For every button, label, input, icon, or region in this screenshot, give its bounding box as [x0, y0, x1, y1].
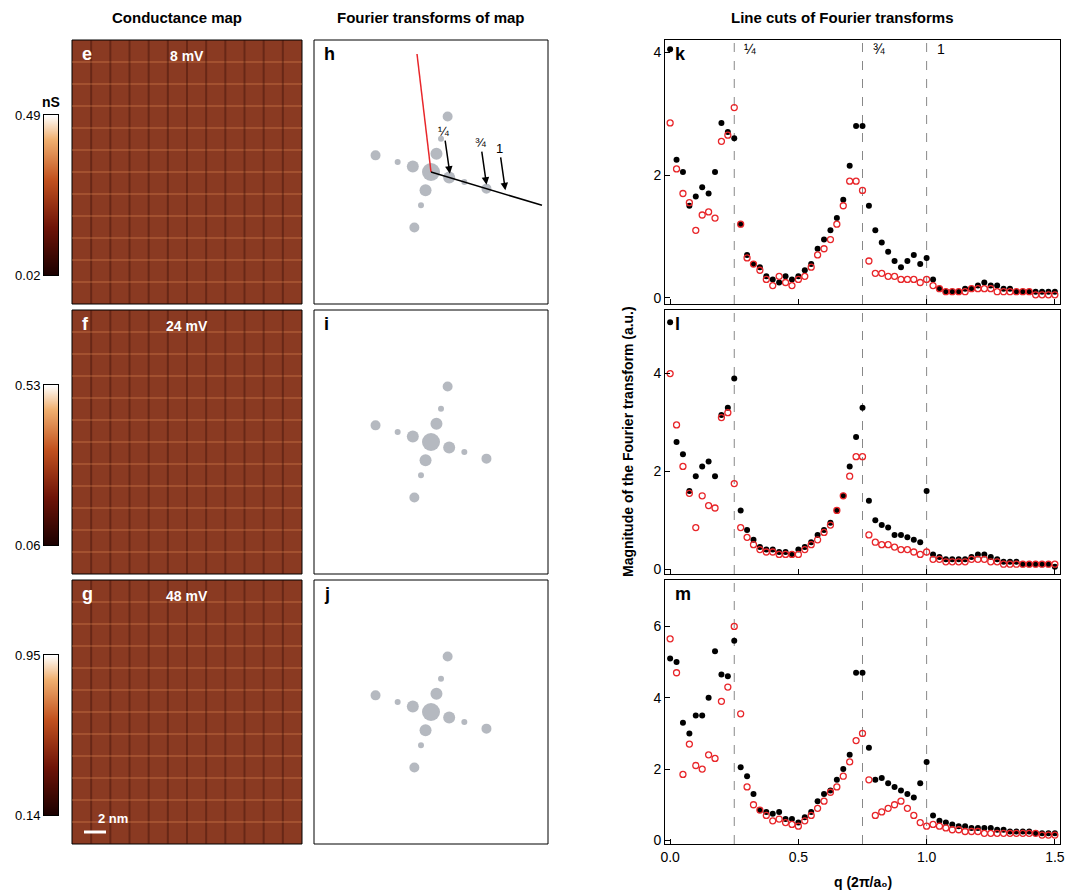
- svg-text:6: 6: [653, 618, 661, 634]
- svg-text:nS: nS: [42, 94, 60, 110]
- svg-text:e: e: [82, 44, 92, 64]
- svg-text:0: 0: [653, 832, 661, 848]
- svg-text:¾: ¾: [873, 41, 885, 57]
- svg-text:0.5: 0.5: [789, 849, 809, 865]
- svg-text:g: g: [82, 584, 93, 604]
- svg-text:0.49: 0.49: [15, 108, 40, 123]
- svg-text:4: 4: [653, 44, 661, 60]
- svg-text:0.53: 0.53: [15, 378, 40, 393]
- svg-text:1.5: 1.5: [1045, 849, 1065, 865]
- svg-text:0.02: 0.02: [15, 268, 40, 283]
- svg-text:j: j: [324, 584, 330, 604]
- svg-text:Fourier transforms of map: Fourier transforms of map: [337, 9, 525, 26]
- svg-text:Magnitude of the Fourier trans: Magnitude of the Fourier transform (a.u.…: [620, 306, 636, 577]
- svg-text:f: f: [82, 314, 89, 334]
- svg-text:48 mV: 48 mV: [166, 588, 208, 604]
- svg-text:0: 0: [653, 290, 661, 306]
- svg-text:1.0: 1.0: [917, 849, 937, 865]
- svg-text:24 mV: 24 mV: [166, 318, 208, 334]
- svg-text:1: 1: [496, 141, 503, 156]
- svg-text:0.0: 0.0: [660, 849, 680, 865]
- svg-text:2: 2: [653, 761, 661, 777]
- svg-text:¼: ¼: [744, 41, 756, 57]
- svg-text:q (2π/a₀): q (2π/a₀): [834, 874, 892, 890]
- svg-text:8 mV: 8 mV: [170, 48, 204, 64]
- svg-text:h: h: [324, 44, 335, 64]
- svg-text:2 nm: 2 nm: [98, 811, 128, 826]
- svg-text:¾: ¾: [475, 135, 486, 150]
- svg-text:k: k: [675, 44, 686, 64]
- svg-text:0.95: 0.95: [15, 648, 40, 663]
- svg-text:1: 1: [937, 41, 945, 57]
- svg-text:4: 4: [653, 690, 661, 706]
- svg-text:i: i: [324, 314, 329, 334]
- svg-text:4: 4: [653, 365, 661, 381]
- svg-text:0.14: 0.14: [15, 808, 40, 823]
- svg-text:Line cuts of Fourier transform: Line cuts of Fourier transforms: [731, 9, 954, 26]
- svg-text:m: m: [675, 584, 691, 604]
- svg-text:Conductance map: Conductance map: [112, 9, 242, 26]
- svg-text:2: 2: [653, 167, 661, 183]
- svg-text:0.06: 0.06: [15, 538, 40, 553]
- svg-text:l: l: [675, 314, 680, 334]
- svg-text:¼: ¼: [438, 124, 449, 139]
- svg-text:0: 0: [653, 561, 661, 577]
- svg-text:2: 2: [653, 463, 661, 479]
